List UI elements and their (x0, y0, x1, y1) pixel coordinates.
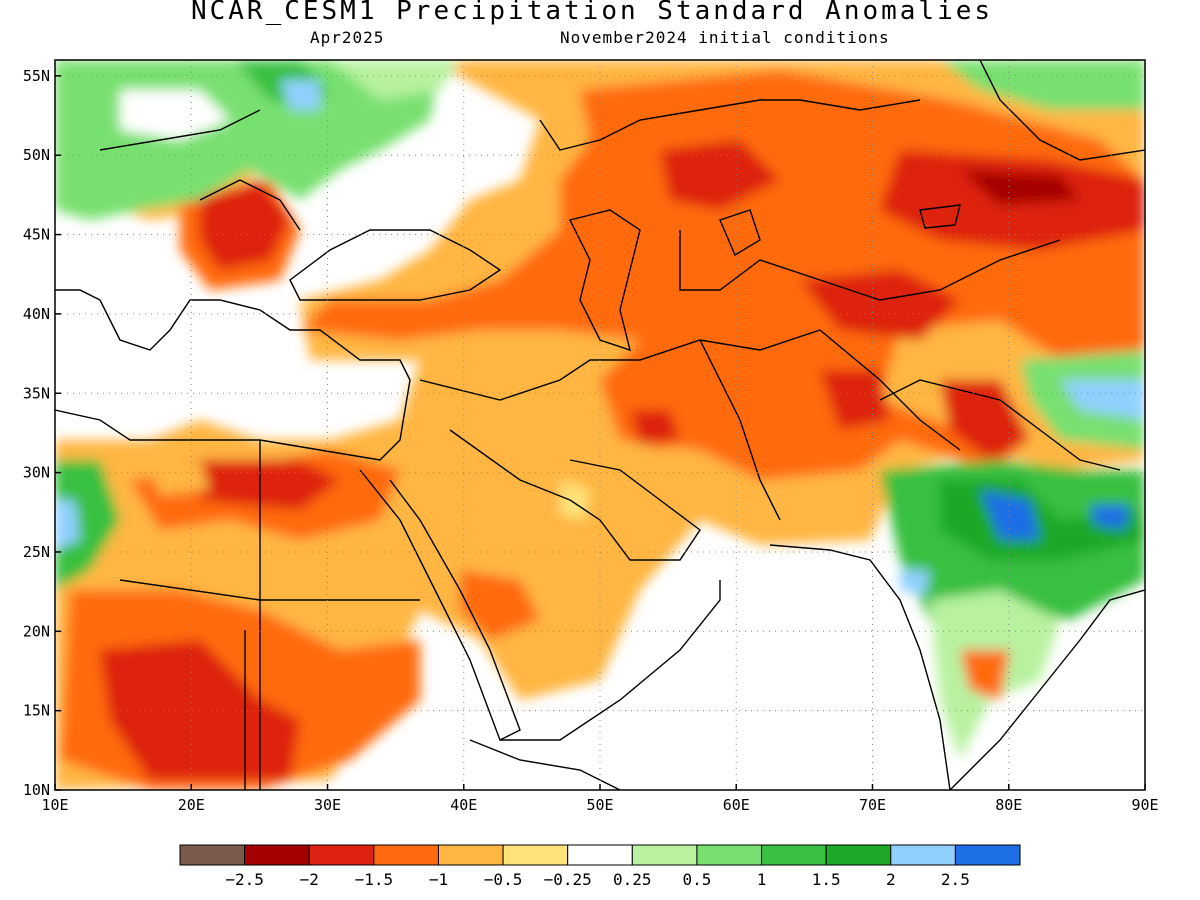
dry-moderate-area (460, 570, 540, 640)
y-tick-label: 55N (23, 67, 50, 85)
y-tick-label: 20N (23, 622, 50, 640)
colorbar-swatch (761, 844, 827, 866)
dry-strong-area (940, 380, 1030, 460)
colorbar-label: −0.5 (484, 870, 523, 889)
anomaly-field (55, 60, 1145, 790)
y-tick-label: 10N (23, 781, 50, 799)
wet-area (980, 490, 1040, 540)
longitude-axis: 10E 20E 30E 40E 50E 60E 70E 80E 90E (41, 784, 1159, 814)
colorbar-swatch (890, 844, 956, 866)
dry-strong-area (200, 180, 290, 270)
wet-area (560, 480, 590, 520)
x-tick-label: 40E (450, 796, 477, 814)
colorbar-swatch (825, 844, 892, 866)
x-tick-label: 80E (995, 796, 1022, 814)
colorbar-label: 0.25 (613, 870, 652, 889)
colorbar-swatch (244, 844, 310, 866)
coastlines (55, 60, 1145, 790)
wet-area (280, 80, 320, 110)
y-tick-label: 30N (23, 464, 50, 482)
forecast-month: Apr2025 (310, 28, 385, 47)
colorbar-label: −2 (300, 870, 319, 889)
colorbar-swatch (308, 844, 375, 866)
colorbar-label: 0.5 (682, 870, 711, 889)
wet-area (1060, 380, 1145, 420)
y-tick-label: 45N (23, 226, 50, 244)
latitude-axis: 10N 15N 20N 25N 30N 35N 40N 45N 50N 55N (23, 67, 61, 799)
wet-area (900, 570, 930, 595)
wet-area (1090, 505, 1130, 530)
colorbar-label: −0.25 (544, 870, 592, 889)
x-tick-label: 90E (1131, 796, 1158, 814)
x-tick-label: 50E (586, 796, 613, 814)
x-tick-label: 10E (41, 796, 68, 814)
colorbar: −2.5 −2 −1.5 −1 −0.5 −0.25 0.25 0.5 1 1.5 2 2.5 (179, 844, 1021, 889)
colorbar-swatch (954, 844, 1021, 866)
wet-area (55, 460, 120, 590)
colorbar-label: −1.5 (355, 870, 394, 889)
colorbar-label: 1 (757, 870, 767, 889)
colorbar-swatch (502, 844, 569, 866)
dry-strong-area (630, 410, 680, 445)
map-title: NCAR_CESM1 Precipitation Standard Anomal… (190, 0, 994, 26)
dry-strong-area (960, 170, 1080, 205)
colorbar-swatch (437, 844, 504, 866)
dry-strong-area (190, 460, 340, 510)
colorbar-label: −1 (429, 870, 448, 889)
wet-area (150, 460, 210, 495)
colorbar-label: 1.5 (812, 870, 841, 889)
wet-area (960, 650, 1010, 700)
colorbar-swatch (567, 844, 633, 866)
y-tick-label: 15N (23, 702, 50, 720)
colorbar-swatch (631, 844, 698, 866)
wet-area (120, 90, 230, 140)
wet-area (330, 60, 460, 100)
wet-area (940, 60, 1145, 110)
x-tick-label: 20E (178, 796, 205, 814)
y-tick-label: 25N (23, 543, 50, 561)
colorbar-swatch (696, 844, 763, 866)
colorbar-swatch (179, 844, 246, 866)
colorbar-label: 2.5 (941, 870, 970, 889)
dry-strong-area (660, 140, 780, 210)
colorbar-swatch (373, 844, 439, 866)
dry-strong-area (800, 270, 960, 340)
x-tick-label: 70E (859, 796, 886, 814)
colorbar-label: 2 (886, 870, 896, 889)
dry-strong-area (100, 640, 300, 780)
y-tick-label: 50N (23, 146, 50, 164)
y-tick-label: 35N (23, 384, 50, 402)
x-tick-label: 30E (314, 796, 341, 814)
colorbar-label: −2.5 (225, 870, 264, 889)
wet-area (55, 500, 80, 550)
x-tick-label: 60E (723, 796, 750, 814)
initial-conditions: November2024 initial conditions (560, 28, 890, 47)
y-tick-label: 40N (23, 305, 50, 323)
